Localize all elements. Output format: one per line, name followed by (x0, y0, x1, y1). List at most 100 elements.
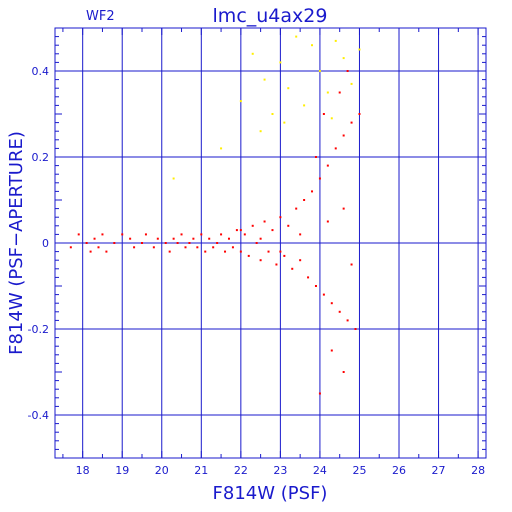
data-point (279, 250, 282, 253)
data-point (326, 91, 329, 94)
data-point (303, 104, 306, 107)
x-tick-label: 18 (76, 464, 90, 477)
x-tick-label: 22 (234, 464, 248, 477)
data-point (334, 39, 337, 42)
data-point (275, 263, 278, 266)
data-point (259, 130, 262, 133)
data-point (69, 246, 72, 249)
data-point (172, 237, 175, 240)
data-point (263, 220, 266, 223)
data-point (314, 285, 317, 287)
data-point (152, 246, 155, 249)
data-point (172, 177, 175, 180)
data-point (140, 242, 143, 244)
data-point (231, 246, 234, 249)
data-point (350, 263, 353, 266)
data-point (295, 207, 298, 210)
data-point (144, 233, 147, 236)
data-point (330, 349, 333, 352)
data-point (176, 242, 179, 244)
data-point (105, 250, 108, 253)
y-tick-label: 0.2 (32, 151, 50, 164)
data-point (263, 78, 266, 81)
data-point (311, 190, 314, 193)
data-point (113, 242, 116, 244)
data-point (338, 91, 341, 94)
data-point (287, 87, 290, 90)
data-point (338, 310, 341, 313)
data-point (295, 35, 298, 38)
data-point (283, 254, 286, 257)
data-point (133, 246, 136, 249)
data-point (235, 229, 238, 232)
data-point (307, 276, 310, 279)
data-point (164, 242, 167, 244)
data-point (318, 70, 321, 72)
data-point (342, 207, 345, 210)
data-point (279, 216, 282, 219)
data-point (224, 250, 227, 253)
data-point (342, 371, 345, 373)
data-point (204, 250, 207, 253)
tick-labels: 18 19 20 21 22 23 24 25 26 27 28 -0.4 -0.2 0 0.2 0.4 (28, 65, 486, 477)
data-point (326, 164, 329, 167)
data-point (354, 328, 357, 330)
data-point (358, 48, 361, 51)
data-point (247, 254, 250, 257)
x-tick-label: 23 (273, 464, 287, 477)
y-tick-label: -0.4 (28, 409, 49, 422)
data-points (69, 35, 361, 395)
data-point (342, 57, 345, 60)
data-point (85, 242, 88, 244)
data-point (251, 224, 254, 227)
data-point (184, 246, 187, 249)
data-point (358, 113, 361, 115)
data-point (299, 259, 302, 262)
x-tick-label: 25 (352, 464, 366, 477)
data-point (291, 267, 294, 270)
data-point (346, 319, 349, 322)
data-point (271, 113, 274, 115)
data-point (267, 250, 270, 253)
data-point (243, 233, 246, 236)
data-point (216, 242, 219, 244)
plot-frame (54, 27, 487, 459)
data-point (318, 392, 321, 395)
data-point (196, 246, 199, 249)
data-point (299, 233, 302, 236)
data-point (200, 233, 203, 236)
data-point (271, 229, 274, 232)
data-point (220, 233, 223, 236)
data-point (93, 237, 96, 240)
data-point (350, 82, 353, 85)
x-tick-label: 21 (194, 464, 208, 477)
x-tick-label: 27 (432, 464, 446, 477)
data-point (239, 229, 242, 232)
data-point (259, 259, 262, 262)
data-point (192, 237, 195, 240)
data-point (129, 237, 132, 240)
x-tick-label: 28 (471, 464, 485, 477)
data-point (334, 147, 337, 150)
data-point (346, 70, 349, 72)
data-point (311, 44, 314, 47)
data-point (212, 246, 215, 249)
data-point (326, 220, 329, 223)
grid-lines (55, 28, 486, 458)
data-point (227, 237, 230, 240)
y-tick-label: -0.2 (28, 323, 49, 336)
data-point (322, 113, 325, 115)
data-point (77, 233, 80, 236)
panel-label: WF2 (86, 9, 115, 24)
data-point (330, 117, 333, 120)
data-point (239, 250, 242, 253)
data-point (97, 246, 100, 249)
data-point (208, 237, 211, 240)
data-point (239, 100, 242, 103)
y-axis-label: F814W (PSF−APERTURE) (6, 131, 27, 355)
data-point (251, 52, 254, 55)
data-point (168, 250, 171, 253)
data-point (101, 233, 104, 236)
